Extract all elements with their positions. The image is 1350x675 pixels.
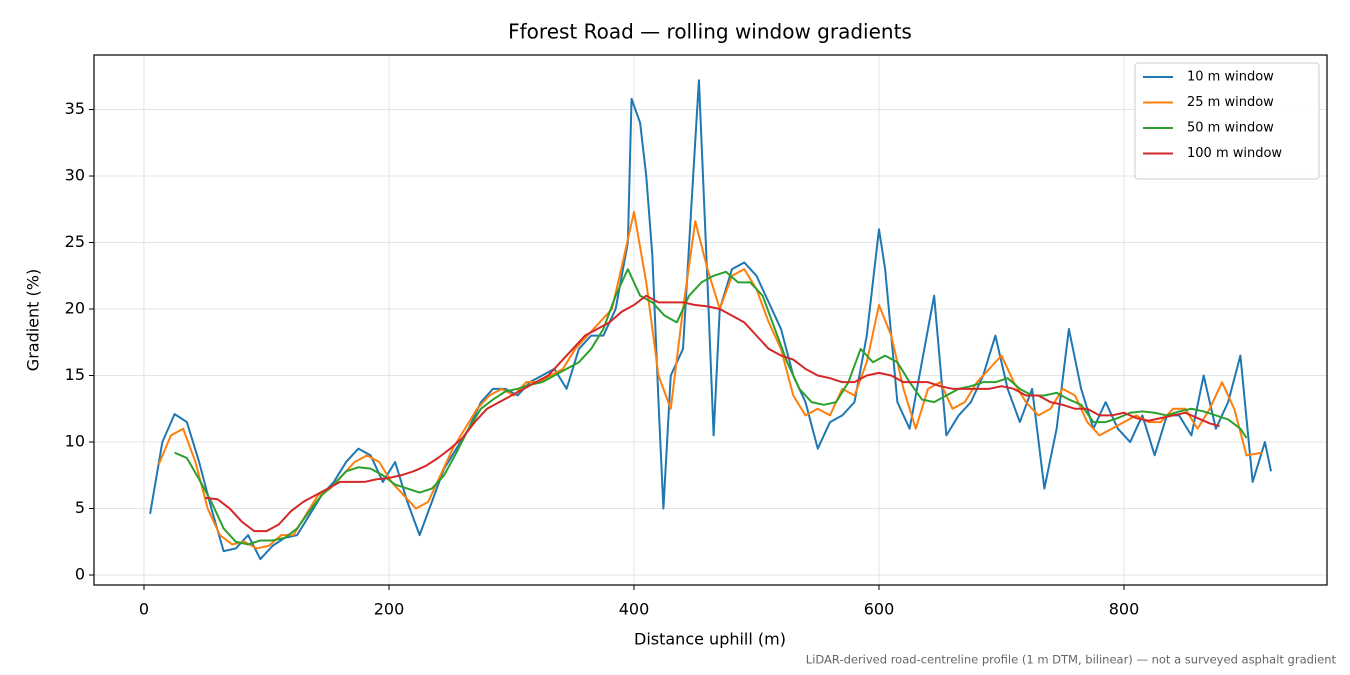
y-tick-label: 5	[75, 498, 85, 517]
legend-label: 10 m window	[1187, 70, 1274, 85]
series-line	[149, 79, 1272, 561]
y-axis-label: Gradient (%)	[24, 269, 43, 371]
y-tick-label: 0	[75, 565, 85, 584]
x-tick-label: 600	[864, 600, 895, 619]
legend-label: 50 m window	[1187, 121, 1274, 136]
x-tick-label: 200	[374, 600, 405, 619]
series-line	[205, 294, 1220, 533]
y-tick-label: 10	[65, 432, 85, 451]
legend-label: 100 m window	[1187, 146, 1282, 161]
chart-title: Fforest Road — rolling window gradients	[508, 20, 912, 44]
series-line	[174, 268, 1248, 546]
y-tick-label: 20	[65, 299, 85, 318]
legend-box	[1134, 62, 1320, 180]
plot-frame	[93, 54, 1328, 586]
x-tick-label: 400	[619, 600, 650, 619]
y-tick-label: 30	[65, 166, 85, 185]
y-tick-label: 25	[65, 232, 85, 251]
x-axis-label: Distance uphill (m)	[634, 630, 786, 649]
y-tick-label: 15	[65, 365, 85, 384]
legend-label: 25 m window	[1187, 95, 1274, 110]
footnote: LiDAR-derived road-centreline profile (1…	[806, 653, 1337, 667]
x-tick-label: 0	[139, 600, 149, 619]
y-tick-label: 35	[65, 99, 85, 118]
x-tick-label: 800	[1109, 600, 1140, 619]
